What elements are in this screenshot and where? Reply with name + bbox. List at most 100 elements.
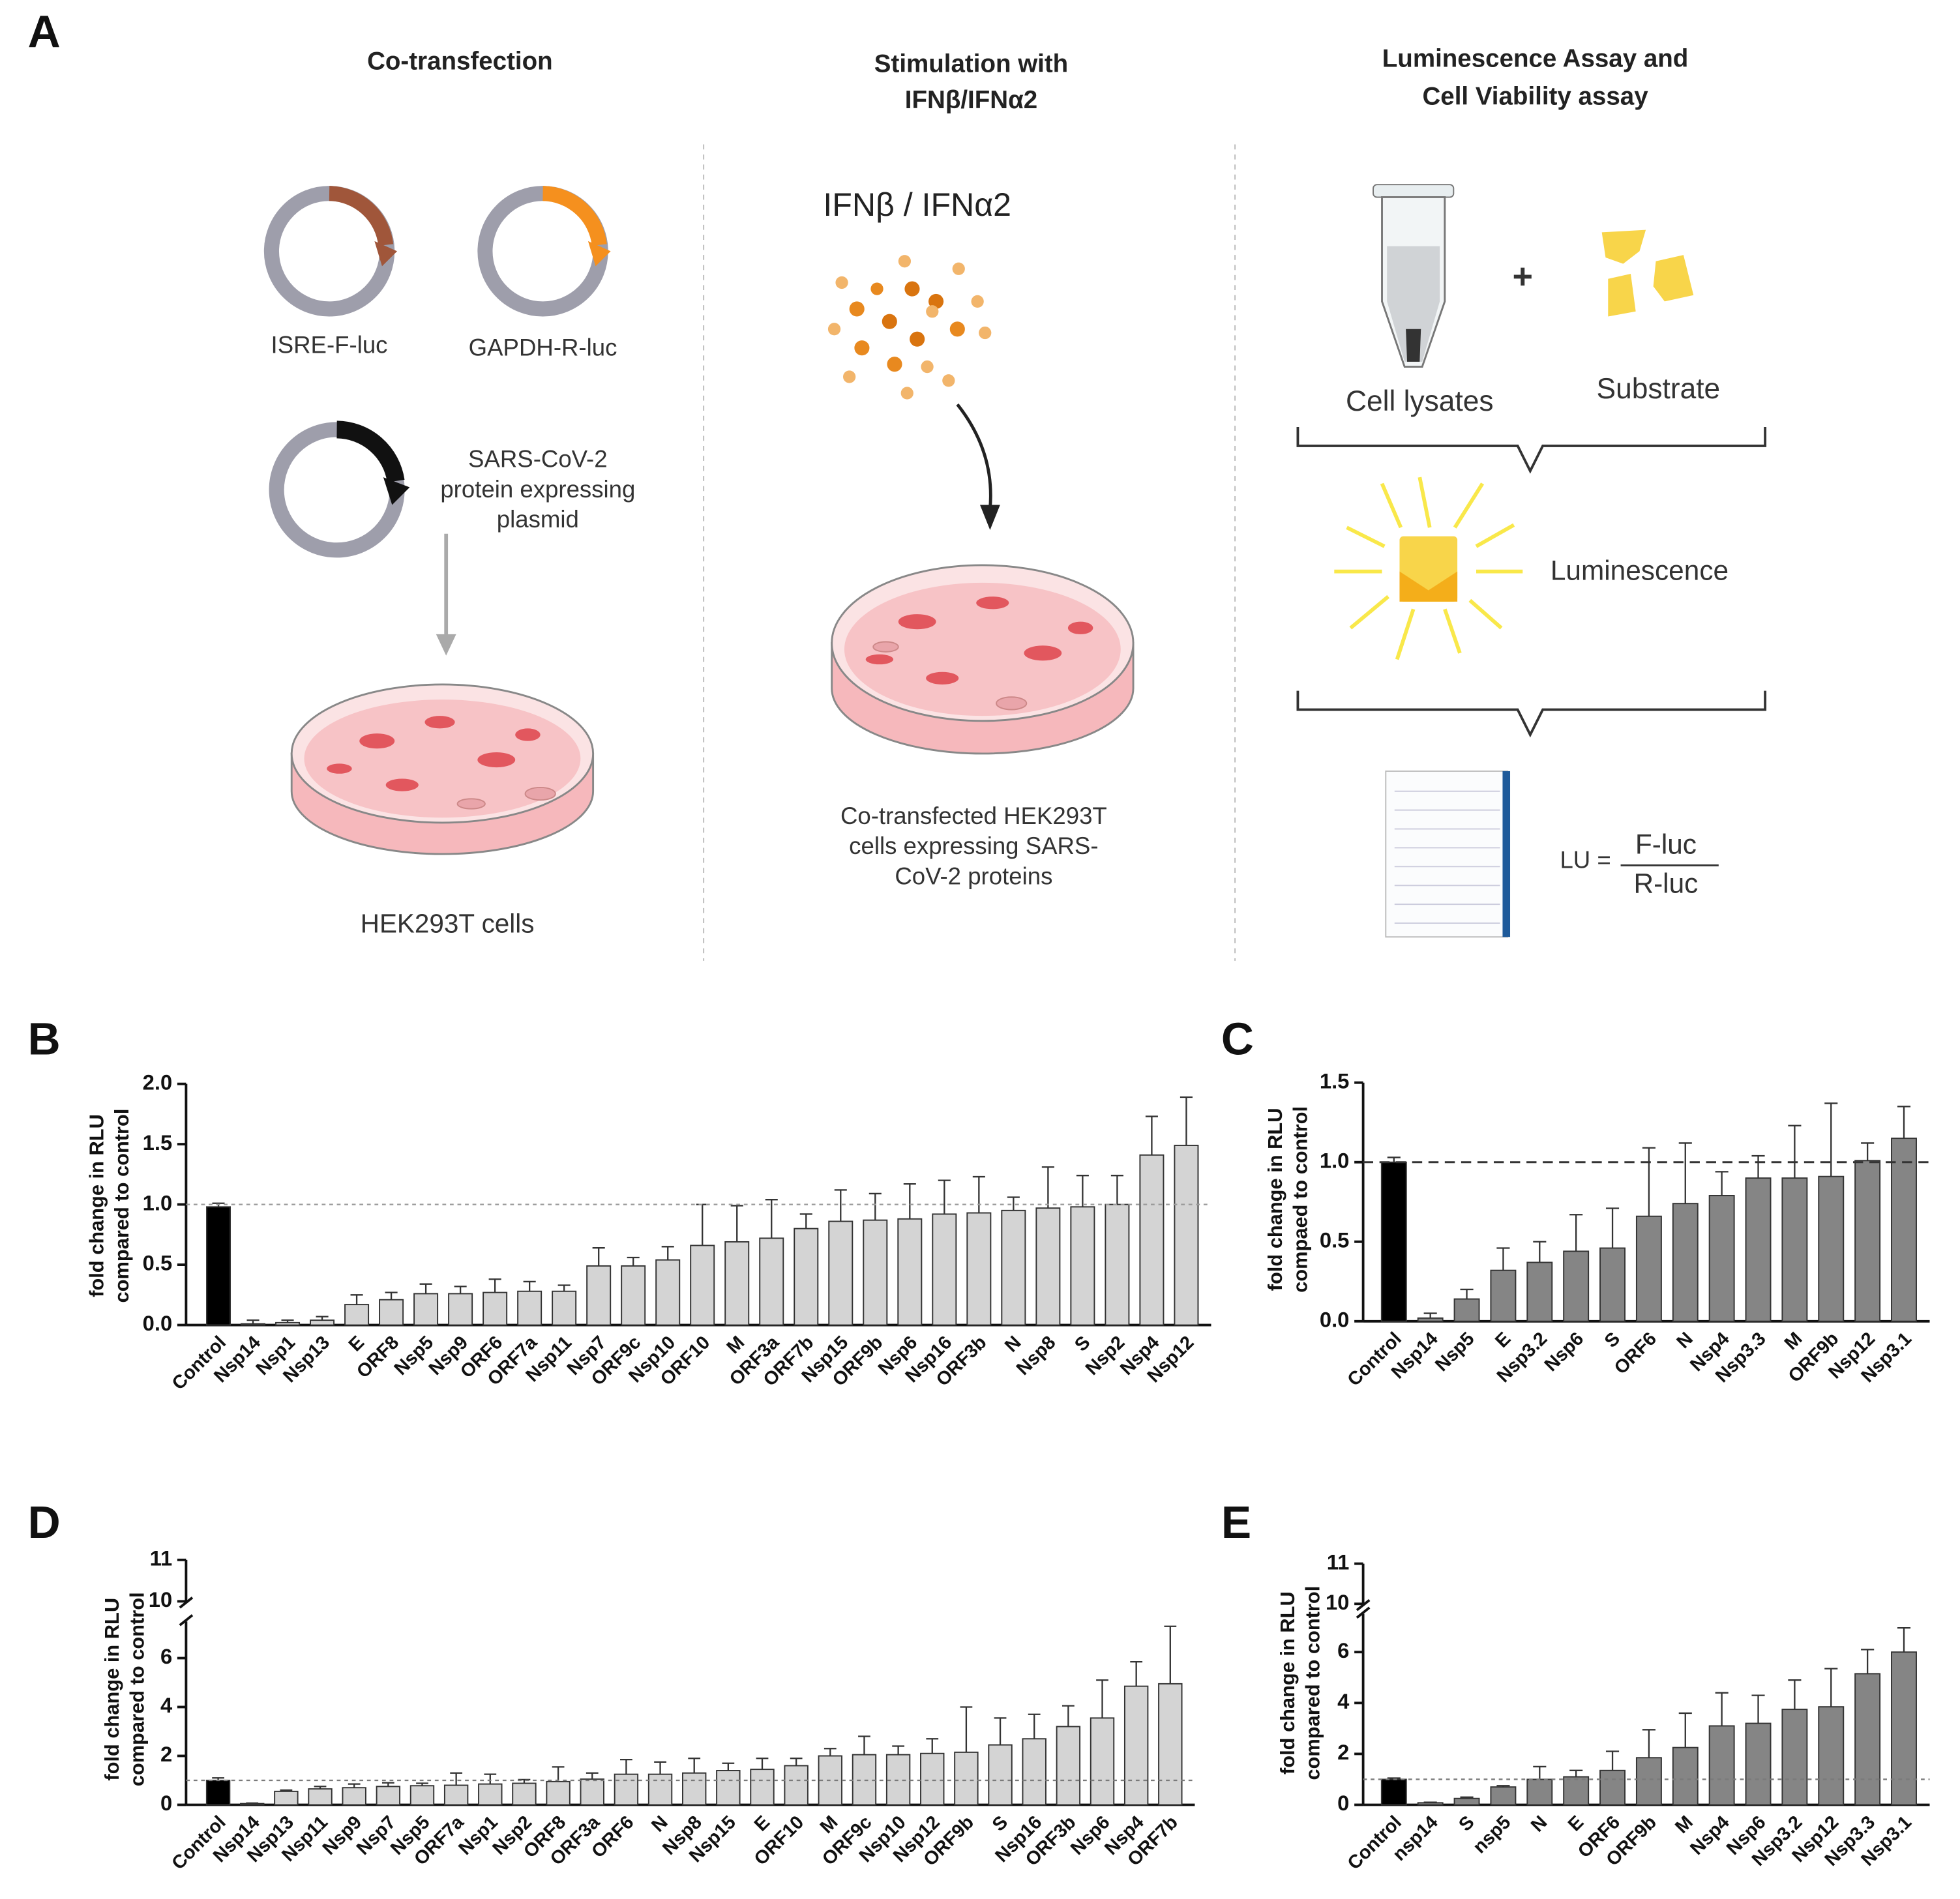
x-tick-label: Nsp5	[1431, 1329, 1479, 1376]
bar	[443, 1784, 469, 1806]
cells-label: cells expressing SARS-	[849, 832, 1098, 859]
bar	[483, 1291, 508, 1326]
x-tick-label: Nsp6	[1541, 1329, 1588, 1376]
cells-label: Co-transfected HEK293T	[840, 802, 1107, 829]
bar	[750, 1769, 775, 1806]
bar	[1818, 1175, 1845, 1322]
bar	[920, 1752, 945, 1806]
bar	[1891, 1138, 1917, 1322]
y-tick-label: 0.5	[143, 1251, 173, 1275]
bracket	[1296, 427, 1767, 474]
plasmid-label: SARS-CoV-2	[468, 446, 608, 473]
y-tick-label: 2.0	[143, 1070, 173, 1094]
plasmid-gene	[336, 420, 405, 483]
bar	[1563, 1250, 1590, 1322]
formula: LU =	[1560, 846, 1611, 873]
bar	[988, 1744, 1013, 1806]
arrow	[956, 403, 992, 509]
y-axis-label: compaed to control	[1288, 1106, 1311, 1293]
bar	[1490, 1786, 1517, 1806]
bar	[1599, 1247, 1626, 1322]
panel-letter: E	[1221, 1497, 1251, 1548]
luminescence-label: Luminescence	[1551, 555, 1729, 586]
x-tick-label: N	[1527, 1812, 1551, 1836]
bar	[1891, 1651, 1917, 1806]
x-tick-label: S	[1601, 1329, 1624, 1352]
bar	[241, 1323, 266, 1326]
bar	[1526, 1261, 1553, 1322]
bar	[546, 1780, 571, 1806]
bar	[342, 1787, 366, 1806]
bar	[1672, 1746, 1699, 1806]
y-tick-label: 0.0	[1320, 1307, 1350, 1331]
x-tick-label: E	[345, 1332, 368, 1355]
arrowhead	[436, 634, 456, 656]
bar	[1708, 1195, 1735, 1322]
arrowhead	[374, 241, 398, 267]
y-tick-label: 0	[160, 1791, 172, 1815]
bar	[1635, 1215, 1662, 1322]
bracket	[1296, 690, 1767, 738]
bar	[1174, 1145, 1199, 1326]
bar	[759, 1237, 784, 1326]
x-tick-label: Nsp4	[1686, 1812, 1734, 1859]
bar	[1745, 1722, 1772, 1806]
bar	[1070, 1206, 1095, 1326]
bar	[784, 1765, 809, 1806]
bar	[1453, 1797, 1480, 1806]
panel-a: A Co-transfection Stimulation with IFNβ/…	[28, 6, 1767, 961]
y-tick-label: 0	[1337, 1791, 1349, 1815]
x-tick-label: N	[1672, 1329, 1697, 1353]
x-tick-label: E	[1491, 1329, 1515, 1352]
bar	[1781, 1177, 1808, 1322]
x-tick-label: Nsp9	[319, 1812, 366, 1859]
x-tick-label: ORF6	[1611, 1329, 1661, 1379]
x-tick-label: Nsp5	[391, 1332, 438, 1379]
bar	[308, 1788, 333, 1806]
x-tick-label: S	[1455, 1812, 1478, 1835]
plasmid-label: protein expressing	[440, 476, 635, 503]
substrate-label: Substrate	[1597, 373, 1721, 405]
bar	[1708, 1725, 1735, 1806]
cells-label: HEK293T cells	[361, 909, 535, 939]
axis-break	[179, 1614, 194, 1627]
column-title: Luminescence Assay and	[1382, 45, 1689, 73]
bar	[344, 1304, 370, 1326]
bar	[206, 1206, 231, 1326]
y-tick-label: 10	[1326, 1590, 1349, 1614]
bar	[897, 1218, 923, 1326]
formula: F-luc	[1635, 829, 1697, 860]
bar	[1818, 1706, 1845, 1806]
y-axis-label: compared to control	[110, 1109, 133, 1303]
y-tick-label: 11	[1327, 1550, 1350, 1574]
bar	[682, 1772, 707, 1806]
bar	[580, 1778, 604, 1806]
formula: R-luc	[1633, 868, 1698, 898]
arrowhead	[383, 477, 410, 505]
plasmid-label: ISRE-F-luc	[271, 331, 388, 358]
x-tick-label: Nsp1	[454, 1812, 502, 1859]
bar	[647, 1773, 673, 1806]
y-tick-label: 2	[160, 1742, 172, 1766]
bar	[794, 1228, 819, 1326]
bar	[1563, 1776, 1590, 1806]
bar	[1001, 1209, 1026, 1326]
bar	[1035, 1207, 1061, 1326]
bar	[1056, 1726, 1081, 1806]
notebook	[1385, 770, 1511, 938]
y-tick-label: 10	[149, 1587, 172, 1612]
bar	[1635, 1757, 1662, 1806]
x-tick-label: N	[647, 1812, 672, 1836]
x-tick-label: S	[988, 1812, 1012, 1835]
y-tick-label: 1.0	[143, 1190, 173, 1214]
bar	[1599, 1769, 1626, 1806]
x-tick-label: M	[723, 1332, 749, 1358]
bar	[586, 1265, 612, 1326]
y-tick-label: 0.0	[143, 1311, 173, 1335]
x-tick-label: Nsp2	[1082, 1332, 1129, 1379]
petri-dish	[290, 683, 595, 855]
column-title: Stimulation with	[874, 50, 1068, 78]
bar	[828, 1220, 854, 1326]
